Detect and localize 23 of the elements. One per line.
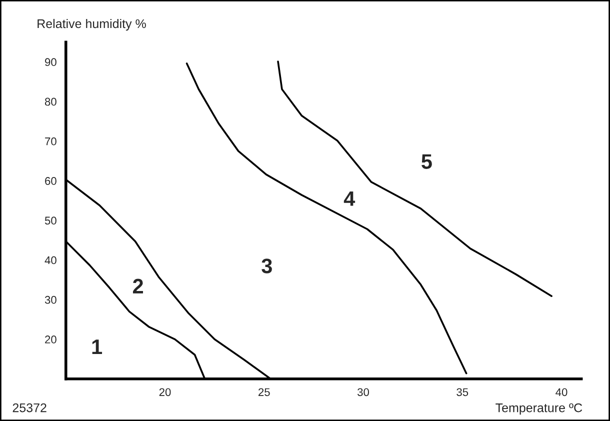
x-tick-label: 35	[456, 388, 468, 396]
y-tick-label: 70	[45, 137, 56, 146]
annotation: 3	[262, 258, 272, 274]
annotation: 2	[132, 278, 143, 294]
annotation: 4	[344, 191, 356, 206]
y-tick-label: 40	[44, 256, 56, 264]
y-axis-title: Relative humidity %	[38, 18, 146, 31]
y-tick-label: 20	[45, 336, 56, 344]
x-tick-label: 20	[159, 388, 171, 396]
x-axis-title: Temperature ºC	[496, 403, 582, 415]
x-tick-label: 40	[556, 388, 568, 396]
y-tick-label: 30	[44, 296, 56, 304]
y-tick-label: 90	[45, 58, 56, 66]
text: 25372	[12, 403, 46, 412]
line-series	[186, 62, 468, 374]
y-tick-label: 50	[44, 216, 56, 225]
x-tick-label: 25	[258, 388, 270, 396]
annotation: 1	[92, 340, 102, 354]
y-tick-label: 60	[45, 177, 56, 185]
annotation: 5	[422, 154, 432, 169]
y-tick-label: 80	[44, 98, 56, 106]
x-tick-label: 30	[358, 388, 369, 396]
line-series	[277, 60, 552, 297]
